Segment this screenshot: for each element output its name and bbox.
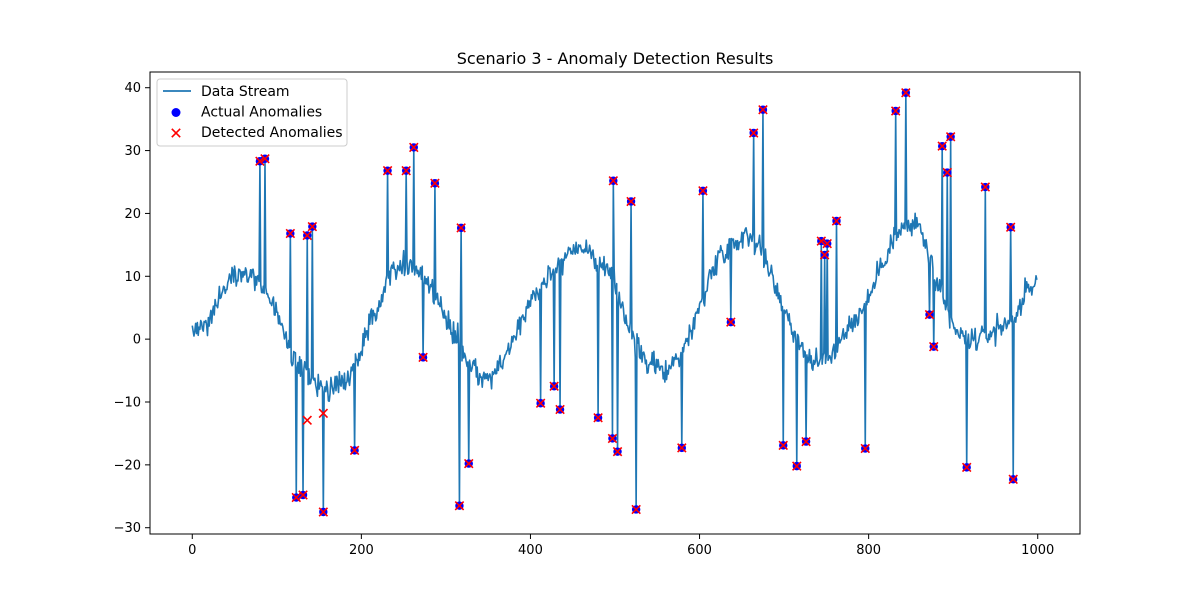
detected-anomaly-point [698, 186, 708, 196]
detected-anomaly-point [260, 153, 270, 164]
detected-anomaly-point [612, 446, 623, 457]
detected-anomaly-point [608, 175, 619, 186]
detected-anomaly-point [409, 142, 419, 153]
detected-anomaly-point [549, 381, 559, 392]
detected-anomaly-point [980, 182, 991, 192]
detected-anomaly-point [291, 492, 302, 503]
x-tick-label: 0 [188, 543, 196, 558]
detected-anomaly-point [778, 440, 789, 451]
legend-label: Actual Anomalies [201, 105, 322, 121]
detected-anomaly-point [819, 250, 830, 260]
detected-anomaly-point [942, 167, 953, 178]
legend-x-swatch [171, 128, 181, 138]
detected-anomaly-point [901, 87, 911, 98]
y-tick-label: 20 [124, 207, 141, 222]
detected-anomaly-point [318, 507, 329, 517]
legend-entry: Actual Anomalies [171, 105, 322, 121]
y-tick-label: 0 [133, 333, 141, 348]
detected-anomaly-point [1005, 222, 1016, 233]
detected-anomaly-point [318, 408, 329, 419]
detected-anomaly-point [535, 398, 546, 409]
detected-anomaly-point [860, 443, 871, 454]
detected-anomaly-point [748, 128, 759, 138]
detected-anomaly-point [937, 141, 947, 151]
detected-anomaly-point [255, 156, 265, 167]
detected-anomaly-point [961, 462, 972, 473]
detected-anomaly-point [607, 433, 618, 444]
detected-anomaly-point [456, 223, 466, 233]
x-tick-label: 200 [349, 543, 374, 558]
legend-entry: Detected Anomalies [171, 125, 343, 141]
plot-frame [149, 71, 1081, 535]
detected-anomaly-point [298, 490, 308, 500]
legend: Data Stream Actual Anomalies Detected Anom… [156, 78, 348, 147]
y-tick-label: 30 [124, 144, 141, 159]
x-tick-label: 600 [687, 543, 712, 558]
y-tick-label: 40 [124, 81, 141, 96]
detected-anomaly-point [822, 238, 832, 249]
detected-anomaly-point [349, 445, 360, 456]
legend-entry: Data Stream [163, 84, 290, 100]
y-tick-label: 10 [124, 270, 141, 285]
x-tick-label: 1000 [1021, 543, 1054, 558]
detected-anomaly-point [418, 352, 428, 363]
detected-anomaly-point [801, 436, 811, 447]
detected-anomaly-point [302, 230, 313, 241]
detected-anomaly-point [928, 341, 939, 352]
y-tick-label: −30 [114, 521, 141, 536]
chart-title: Scenario 3 - Anomaly Detection Results [457, 49, 774, 68]
detected-anomaly-point [1008, 474, 1018, 485]
detected-anomaly-point [945, 131, 956, 142]
detected-anomaly-point [555, 404, 565, 415]
detected-anomaly-point [626, 196, 636, 207]
y-tick-label: −20 [114, 458, 141, 473]
detected-anomaly-point [831, 216, 842, 226]
legend-box [156, 78, 348, 147]
detected-anomaly-point [726, 317, 736, 327]
legend-label: Data Stream [201, 84, 290, 100]
detected-anomaly-point [430, 178, 440, 189]
detected-anomaly-point [401, 165, 411, 176]
detected-anomaly-point [463, 458, 474, 469]
detected-anomaly-point [924, 309, 935, 320]
y-tick-label: −10 [114, 396, 141, 411]
x-tick-label: 800 [856, 543, 881, 558]
detected-anomaly-point [454, 500, 465, 511]
data-stream-line [191, 91, 1038, 513]
detected-anomaly-point [285, 228, 296, 239]
detected-anomaly-point [382, 165, 393, 176]
legend-dot-swatch [171, 108, 181, 117]
detected-anomaly-point [677, 443, 687, 453]
detected-anomaly-point [792, 461, 802, 471]
detected-anomaly-point [593, 412, 603, 423]
detected-anomaly-point [302, 415, 313, 425]
detected-anomaly-point [890, 106, 901, 116]
x-axis: 0 200 400 600 800 1000 [188, 534, 1054, 558]
y-axis: −30 −20 −10 0 10 20 30 40 [114, 81, 150, 536]
plot-layer [191, 87, 1038, 517]
legend-label: Detected Anomalies [201, 125, 343, 141]
detected-anomaly-point [631, 504, 641, 515]
detected-anomaly-point [307, 221, 318, 232]
x-tick-label: 400 [518, 543, 543, 558]
detected-anomaly-point [816, 236, 827, 246]
detected-anomaly-point [758, 104, 768, 115]
